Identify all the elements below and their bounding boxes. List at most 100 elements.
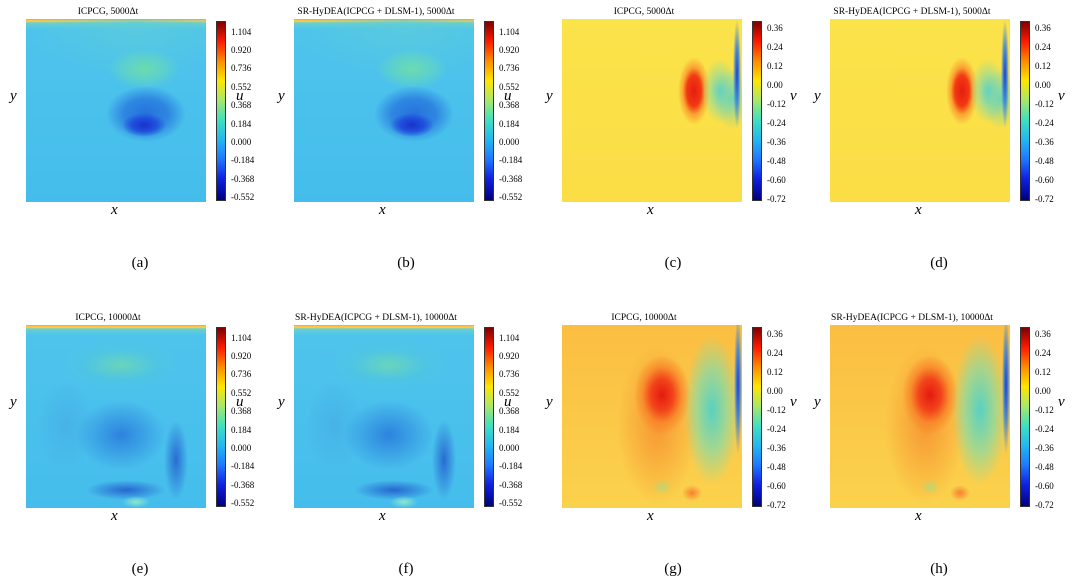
colorbar-tick: 0.920 — [499, 351, 520, 361]
colorbar-tick: 0.552 — [231, 388, 252, 398]
colorbar-tick: 0.00 — [767, 386, 783, 396]
colorbar-tick: -0.60 — [1035, 175, 1054, 185]
x-axis-label: x — [915, 202, 922, 218]
colorbar-u — [484, 327, 494, 507]
contour-plot-u-10000 — [294, 325, 474, 508]
x-axis-label: x — [379, 202, 386, 218]
panel-b: SR-HyDEA(ICPCG + DLSM-1), 5000Δt y x 1.1… — [278, 0, 522, 230]
colorbar-tick: -0.48 — [1035, 156, 1054, 166]
colorbar-tick: -0.184 — [499, 461, 523, 471]
y-axis-label: y — [546, 394, 553, 410]
colorbar-tick: 0.000 — [231, 443, 252, 453]
x-axis-label: x — [111, 202, 118, 218]
panel-title: ICPCG, 10000Δt — [611, 313, 677, 323]
colorbar-tick: 0.00 — [1035, 386, 1051, 396]
colorbar-tick: 0.12 — [767, 367, 783, 377]
colorbar-tick: 0.12 — [1035, 367, 1051, 377]
panel-title: SR-HyDEA(ICPCG + DLSM-1), 10000Δt — [295, 313, 457, 323]
colorbar-tick: 0.736 — [499, 63, 520, 73]
colorbar-tick: 0.24 — [767, 348, 783, 358]
colorbar-tick: 0.184 — [231, 119, 252, 129]
colorbar-tick: 0.00 — [767, 80, 783, 90]
colorbar-tick: 0.36 — [767, 23, 783, 33]
subfigure-label: (b) — [397, 255, 415, 271]
colorbar-tick: -0.24 — [1035, 118, 1054, 128]
colorbar-v — [1020, 21, 1030, 201]
colorbar-tick: 0.36 — [1035, 329, 1051, 339]
colorbar-tick: -0.552 — [231, 498, 255, 508]
colorbar-tick: -0.72 — [767, 500, 786, 510]
colorbar-tick: -0.60 — [767, 175, 786, 185]
colorbar-variable-label: u — [504, 88, 512, 104]
colorbar-tick: 0.552 — [499, 82, 520, 92]
colorbar-tick: 0.24 — [767, 42, 783, 52]
colorbar-tick: -0.184 — [231, 461, 255, 471]
colorbar-tick: 0.736 — [231, 369, 252, 379]
subfigure-label: (h) — [930, 561, 948, 577]
colorbar-tick: 0.184 — [499, 425, 520, 435]
colorbar-tick: -0.368 — [231, 480, 255, 490]
colorbar-tick: -0.72 — [1035, 500, 1054, 510]
y-axis-label: y — [10, 88, 17, 104]
colorbar-tick: -0.368 — [499, 174, 523, 184]
y-axis-label: y — [546, 88, 553, 104]
colorbar-tick: -0.60 — [767, 481, 786, 491]
contour-plot-v-10000 — [562, 325, 742, 508]
colorbar-variable-label: v — [1058, 394, 1065, 410]
colorbar-tick: 0.368 — [231, 100, 252, 110]
panel-e: ICPCG, 10000Δt y x 1.104 0.920 0.736 0.5… — [10, 306, 254, 536]
panel-h: SR-HyDEA(ICPCG + DLSM-1), 10000Δt y x 0.… — [814, 306, 1065, 536]
x-axis-label: x — [915, 508, 922, 524]
subfigure-label: (c) — [664, 255, 682, 271]
panel-title: ICPCG, 5000Δt — [613, 7, 675, 17]
contour-plot-v-10000 — [830, 325, 1010, 508]
colorbar-tick: 0.000 — [499, 137, 520, 147]
colorbar-tick: -0.24 — [767, 118, 786, 128]
panel-title: ICPCG, 5000Δt — [77, 7, 139, 17]
colorbar-tick: -0.24 — [767, 424, 786, 434]
colorbar-tick: -0.48 — [767, 462, 786, 472]
colorbar-tick: -0.552 — [231, 192, 255, 202]
colorbar-tick: 0.24 — [1035, 348, 1051, 358]
colorbar-u — [484, 21, 494, 201]
panel-a: ICPCG, 5000Δt y x 1.104 0.920 0.736 0.55… — [10, 0, 254, 230]
colorbar-tick: 0.36 — [767, 329, 783, 339]
colorbar-tick: -0.36 — [1035, 137, 1054, 147]
y-axis-label: y — [814, 394, 821, 410]
y-axis-label: y — [278, 394, 285, 410]
colorbar-tick: -0.368 — [499, 480, 523, 490]
contour-plot-v-5000 — [562, 19, 742, 202]
colorbar-v — [752, 327, 762, 507]
y-axis-label: y — [10, 394, 17, 410]
y-axis-label: y — [814, 88, 821, 104]
colorbar-tick: 0.12 — [1035, 61, 1051, 71]
colorbar-tick: 1.104 — [231, 333, 252, 343]
colorbar-tick: -0.72 — [767, 194, 786, 204]
colorbar-tick: 0.000 — [231, 137, 252, 147]
subfigure-label: (e) — [131, 561, 149, 577]
panel-title: ICPCG, 10000Δt — [75, 313, 141, 323]
colorbar-tick: 0.184 — [231, 425, 252, 435]
colorbar-tick: -0.36 — [767, 137, 786, 147]
colorbar-tick: 0.368 — [499, 100, 520, 110]
x-axis-label: x — [647, 508, 654, 524]
contour-plot-u-5000 — [294, 19, 474, 202]
colorbar-tick: 0.368 — [499, 406, 520, 416]
y-axis-label: y — [278, 88, 285, 104]
colorbar-tick: 0.552 — [499, 388, 520, 398]
panel-f: SR-HyDEA(ICPCG + DLSM-1), 10000Δt y x 1.… — [278, 306, 522, 536]
panel-title: SR-HyDEA(ICPCG + DLSM-1), 5000Δt — [297, 7, 455, 17]
contour-plot-v-5000 — [830, 19, 1010, 202]
colorbar-tick: 1.104 — [231, 27, 252, 37]
colorbar-tick: 1.104 — [499, 333, 520, 343]
colorbar-tick: -0.60 — [1035, 481, 1054, 491]
colorbar-variable-label: u — [236, 394, 244, 410]
contour-plot-u-5000 — [26, 19, 206, 202]
subfigure-label: (g) — [664, 561, 682, 577]
colorbar-tick: 0.368 — [231, 406, 252, 416]
colorbar-tick: 0.920 — [231, 351, 252, 361]
subfigure-label: (f) — [398, 561, 414, 577]
colorbar-tick: -0.12 — [767, 99, 786, 109]
subfigure-label: (a) — [131, 255, 149, 271]
colorbar-tick: -0.552 — [499, 192, 523, 202]
